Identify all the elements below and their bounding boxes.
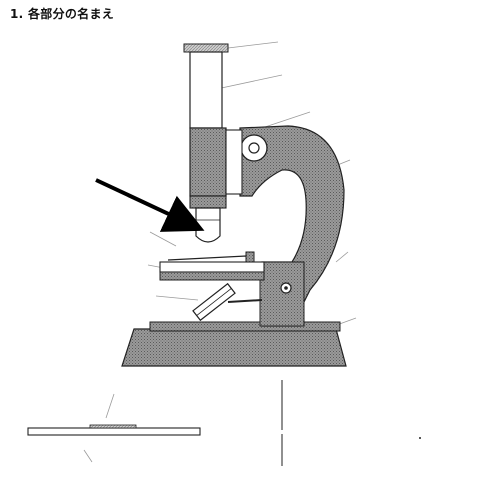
- leader-mirror: [155, 295, 199, 301]
- tube-bracket: [225, 129, 243, 195]
- stage-underside: [159, 271, 265, 281]
- section-heading: 1. 各部分の名まえ: [10, 7, 115, 21]
- objective-lens: [195, 207, 221, 243]
- stage-clip: [167, 255, 251, 263]
- body-tube-lower: [189, 127, 227, 197]
- stray-dot: [419, 437, 421, 439]
- microscope-base-top: [149, 321, 341, 332]
- leader-slide-top: [105, 393, 115, 419]
- cover-glass: [89, 424, 137, 429]
- revolving-nosepiece: [189, 195, 227, 209]
- stage: [159, 261, 265, 273]
- leader-objective: [149, 231, 177, 247]
- reflecting-mirror: [192, 282, 236, 322]
- pointer-arrow: [95, 178, 205, 232]
- slide-glass: [27, 427, 201, 436]
- leader-pillar: [335, 251, 349, 263]
- body-tube-upper: [189, 51, 223, 129]
- leader-eyepiece: [227, 41, 279, 49]
- microscope-base: [121, 328, 347, 367]
- leader-tube: [211, 74, 283, 91]
- leader-revolver: [261, 111, 311, 129]
- stage-clip-post: [245, 251, 255, 263]
- stage-pillar: [259, 261, 305, 327]
- eyepiece-cap: [183, 43, 229, 53]
- mirror-arm: [227, 299, 263, 303]
- leader-slide-bottom: [83, 449, 93, 463]
